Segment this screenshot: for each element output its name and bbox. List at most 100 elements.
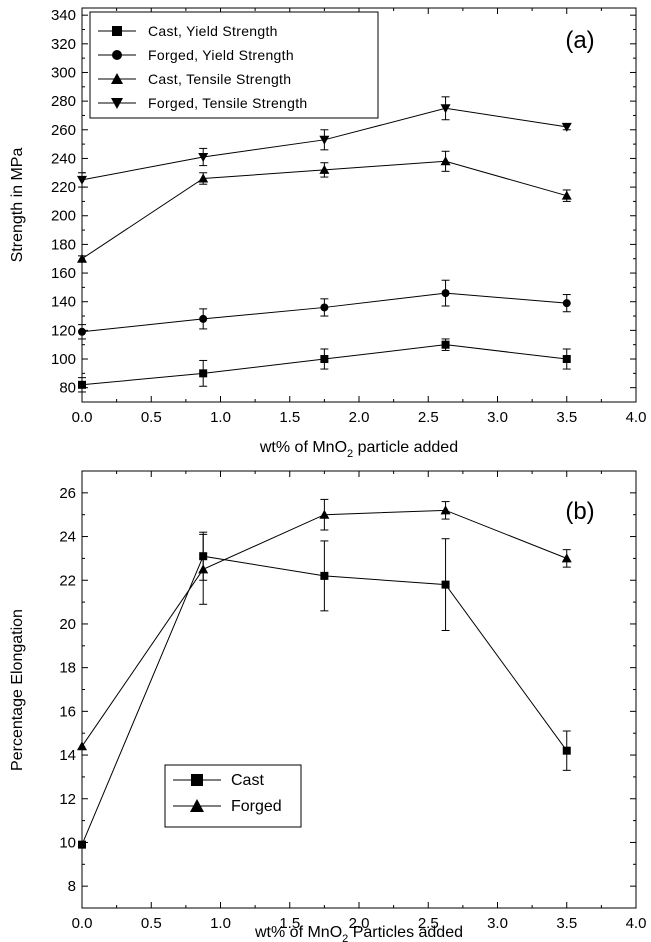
x-axis-title-part: Particles added (348, 924, 463, 941)
data-point (320, 571, 329, 580)
series-cast-yield-strength (78, 338, 571, 393)
series-forged-yield-strength (78, 279, 571, 340)
legend-label: Cast (231, 772, 264, 789)
y-tick-label: 320 (51, 36, 76, 53)
data-point (77, 175, 87, 185)
x-tick-label: 0.5 (141, 915, 162, 932)
legend-marker (191, 774, 203, 786)
legend-marker (111, 98, 123, 109)
y-tick-label: 260 (51, 122, 76, 139)
y-tick-label: 220 (51, 179, 76, 196)
data-point (441, 340, 450, 349)
data-point (562, 299, 571, 308)
legend-box (89, 11, 379, 119)
y-tick-label: 200 (51, 208, 76, 225)
legend-label: Cast, Yield Strength (148, 23, 278, 39)
legend-marker (112, 26, 122, 36)
data-point (440, 505, 451, 515)
x-axis-title-part: wt% of MnO (254, 924, 342, 941)
legend-marker (112, 50, 122, 60)
plot-frame (81, 470, 637, 909)
y-axis-title: Percentage Elongation (9, 609, 26, 771)
x-tick-label: 2.0 (349, 409, 370, 426)
y-tick-label: 20 (59, 616, 76, 633)
legend-label: Forged, Tensile Strength (148, 95, 307, 111)
legend-label: Forged, Yield Strength (148, 47, 294, 63)
y-tick-label: 160 (51, 265, 76, 282)
data-point (440, 104, 451, 114)
y-tick-label: 100 (51, 351, 76, 368)
data-point (562, 746, 571, 755)
panel-label: (a) (565, 27, 594, 54)
y-tick-label: 240 (51, 150, 76, 167)
x-tick-label: 3.5 (556, 915, 577, 932)
x-tick-label: 1.0 (210, 409, 231, 426)
data-point (77, 253, 87, 263)
panel-label: (b) (565, 498, 594, 525)
x-tick-label: 4.0 (626, 915, 647, 932)
x-tick-label: 2.0 (349, 915, 370, 932)
legend-label: Cast, Tensile Strength (148, 71, 291, 87)
y-tick-label: 280 (51, 93, 76, 110)
legend: Cast Forged (164, 764, 302, 828)
data-point (561, 122, 572, 132)
x-tick-label: 2.5 (418, 915, 439, 932)
x-axis-title-subscript: 2 (342, 933, 348, 942)
data-point (78, 327, 86, 336)
y-tick-label: 10 (59, 834, 76, 851)
x-tick-label: 1.0 (210, 915, 231, 932)
y-tick-label: 24 (59, 529, 76, 546)
data-point (561, 190, 572, 200)
data-point (199, 314, 208, 323)
data-point (441, 580, 450, 589)
x-tick-label: 1.5 (279, 409, 300, 426)
data-point (320, 303, 329, 312)
y-tick-label: 16 (59, 703, 76, 720)
data-point (78, 840, 86, 849)
y-tick-label: 180 (51, 236, 76, 253)
x-tick-label: 2.5 (418, 409, 439, 426)
legend-marker (111, 73, 123, 84)
y-tick-label: 8 (68, 878, 76, 895)
x-axis-title-part: wt% of MnO (259, 439, 347, 456)
data-point (198, 173, 209, 183)
x-tick-label: 0.0 (72, 409, 93, 426)
series-cast-tensile-strength (77, 150, 572, 263)
y-tick-label: 26 (59, 485, 76, 502)
x-tick-label: 0.5 (141, 409, 162, 426)
legend-box (164, 764, 302, 828)
data-point (199, 369, 208, 378)
x-axis-title: wt% of MnO2 Particles added (254, 924, 463, 942)
series-forged-tensile-strength (77, 96, 572, 188)
panel-b: 0.0 0.5 1.0 1.5 2.0 2.5 3.0 3.5 4.0 8 10 12 14 16 18 20… (9, 470, 647, 942)
data-point (561, 553, 572, 563)
data-point (198, 564, 209, 574)
data-point (77, 741, 87, 751)
x-tick-label: 0.0 (72, 915, 93, 932)
y-tick-label: 18 (59, 660, 76, 677)
panel-a: 0.0 0.5 1.0 1.5 2.0 2.5 3.0 3.5 4.0 80 100 120 140 16… (9, 7, 646, 460)
data-point (78, 380, 86, 389)
data-point (320, 355, 329, 364)
y-tick-label: 340 (51, 7, 76, 24)
series-forged (77, 498, 572, 751)
x-axis-title: wt% of MnO2 particle added (259, 439, 458, 460)
x-tick-label: 1.5 (279, 915, 300, 932)
x-axis-title-part: particle added (353, 439, 458, 456)
y-tick-label: 12 (59, 791, 76, 808)
y-tick-label: 14 (59, 747, 76, 764)
data-point (441, 289, 450, 298)
data-point (562, 355, 571, 364)
data-point (319, 509, 330, 519)
y-tick-label: 22 (59, 572, 76, 589)
y-tick-label: 80 (59, 380, 76, 397)
x-tick-label: 3.0 (487, 409, 508, 426)
y-axis-title: Strength in MPa (9, 148, 26, 263)
x-tick-label: 3.5 (556, 409, 577, 426)
x-tick-label: 4.0 (626, 409, 647, 426)
data-point (198, 153, 209, 163)
legend-marker (190, 799, 204, 812)
legend-label: Forged (231, 798, 282, 815)
